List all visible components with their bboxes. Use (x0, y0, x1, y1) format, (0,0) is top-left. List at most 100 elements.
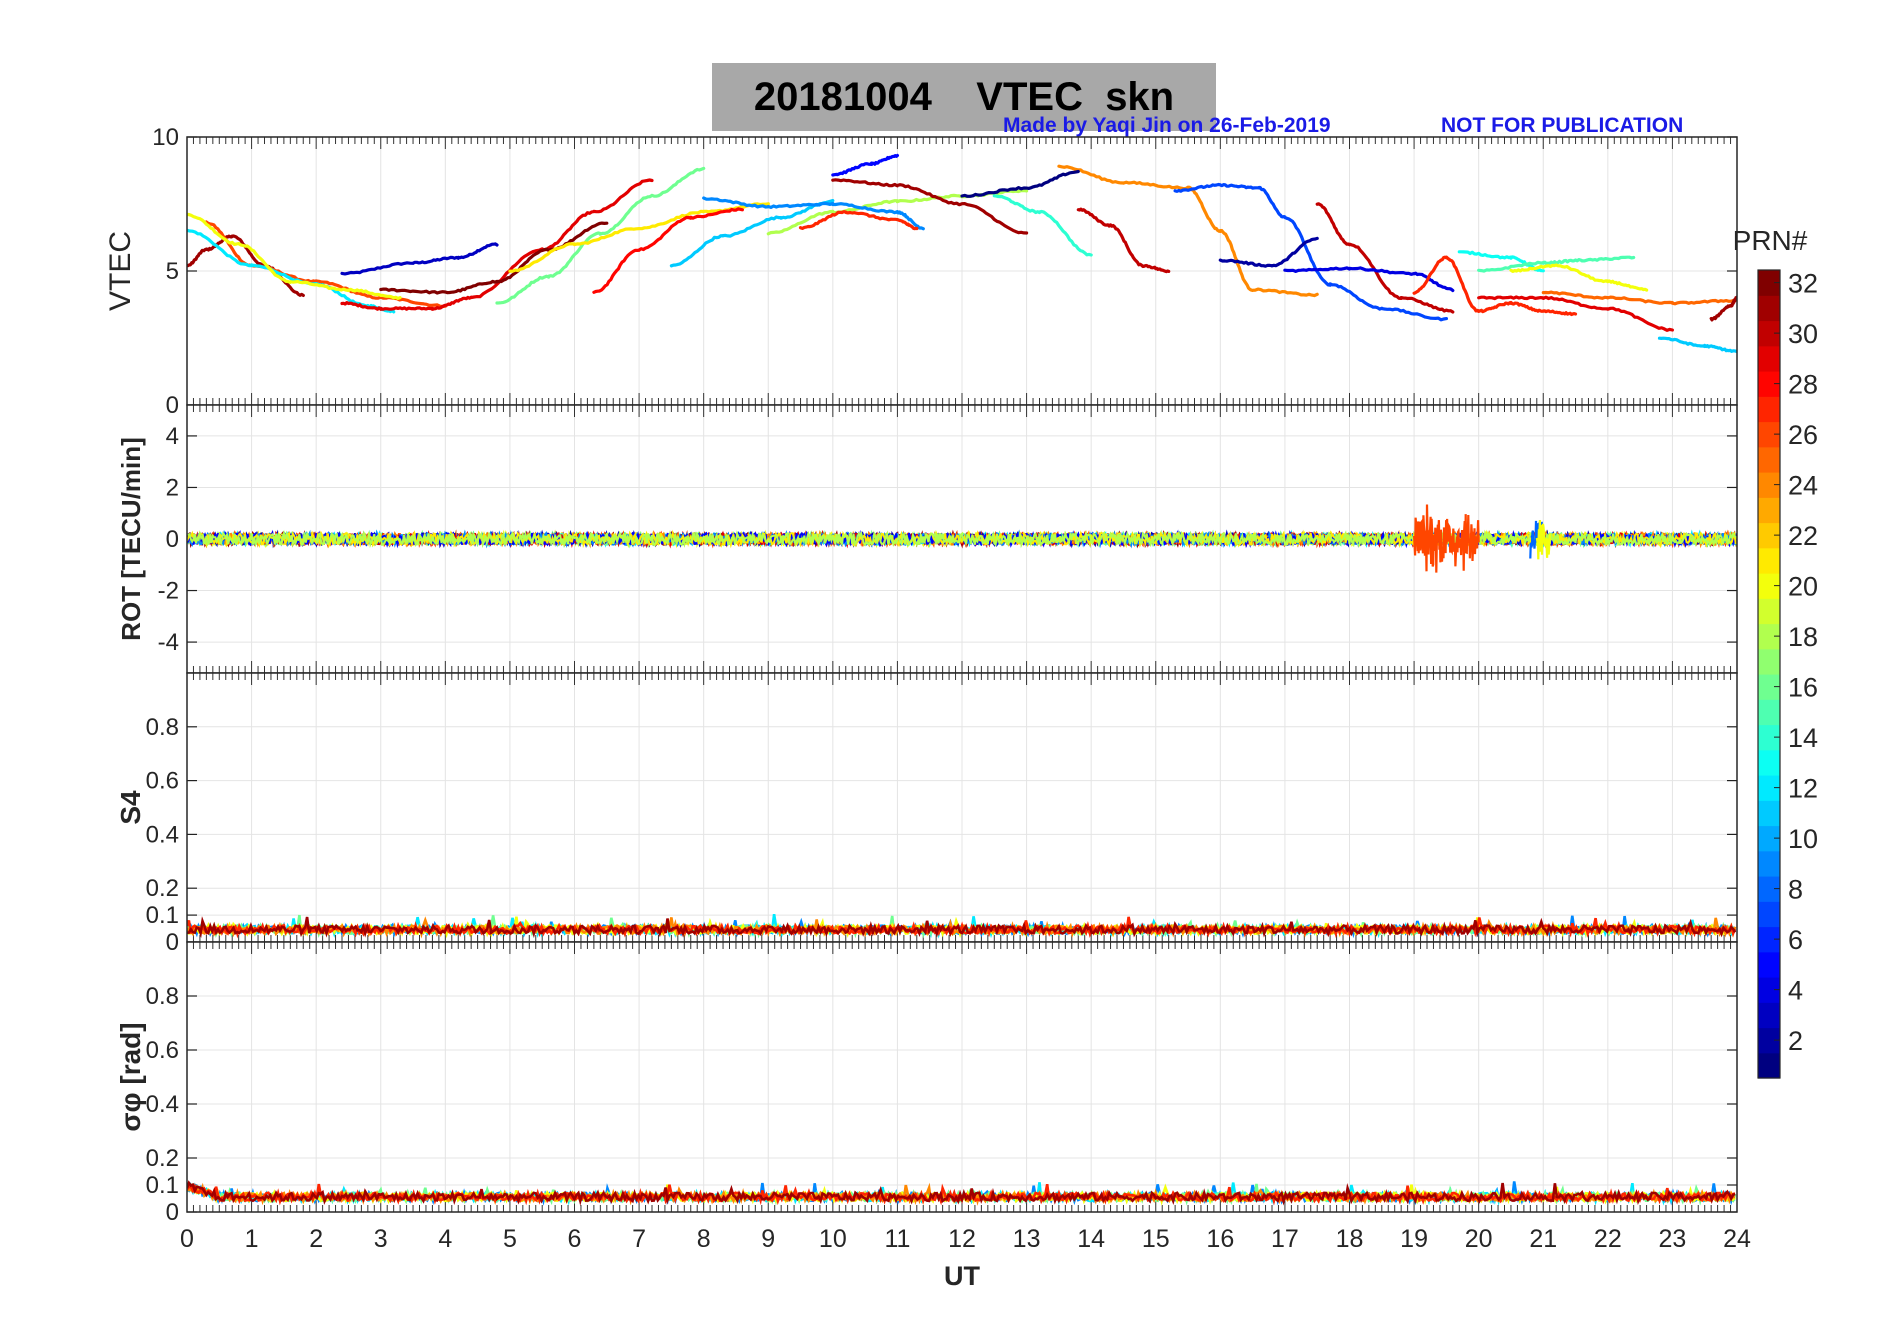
colorbar-swatch-24 (1758, 472, 1780, 498)
colorbar-swatch-2 (1758, 1027, 1780, 1054)
colorbar-swatch-16 (1758, 674, 1780, 700)
vtec-series-prn-7 (1173, 182, 1448, 322)
vtec-series-prn-20 (187, 212, 402, 300)
y-tick-label: 0.2 (146, 875, 179, 902)
panel-3: 00.10.2 0.4 0.6 0.8 S4 (115, 672, 1738, 956)
colorbar-swatch-30 (1758, 320, 1780, 347)
series-group (187, 913, 1737, 939)
vtec-series-prn-13 (1457, 250, 1545, 273)
vtec-series-prn-30 (1076, 207, 1171, 274)
x-tick-label: 12 (948, 1225, 976, 1253)
x-tick-label: 2 (309, 1225, 323, 1253)
y-tick-label: 4 (166, 423, 179, 450)
vtec-series-prn-1 (960, 169, 1080, 198)
colorbar-swatch-19 (1758, 598, 1780, 625)
colorbar-swatch-22 (1758, 522, 1780, 549)
colorbar-swatch-26 (1758, 421, 1780, 448)
colorbar-swatch-20 (1758, 573, 1780, 599)
colorbar-swatch-3 (1758, 1002, 1780, 1029)
y-axis-label: VTEC (104, 231, 137, 311)
colorbar-swatch-8 (1758, 876, 1780, 902)
x-tick-label: 1 (245, 1225, 259, 1253)
y-tick-label: 0.6 (146, 1037, 179, 1064)
x-tick-label: 18 (1336, 1225, 1364, 1253)
x-tick-label: 11 (884, 1225, 910, 1253)
colorbar-swatch-23 (1758, 497, 1780, 524)
x-tick-label: 13 (1013, 1225, 1041, 1253)
x-tick-label: 8 (697, 1225, 711, 1253)
y-tick-label: 5 (166, 258, 179, 285)
colorbar-swatch-21 (1758, 547, 1780, 574)
x-tick-label: 23 (1659, 1225, 1687, 1253)
colorbar-tick-label: 28 (1788, 370, 1818, 400)
vtec-series-prn-2 (1218, 236, 1319, 268)
colorbar-frame (1757, 269, 1781, 1079)
y-axis-label: σφ [rad] (115, 1022, 146, 1131)
watermark-text: NOT FOR PUBLICATION (1441, 114, 1684, 137)
colorbar-tick-label: 8 (1788, 875, 1803, 905)
vtec-series-prn-24 (1057, 164, 1319, 298)
vtec-series-prn-11 (669, 199, 835, 268)
x-tick-label: 7 (632, 1225, 646, 1253)
colorbar-tick-label: 30 (1788, 319, 1818, 349)
colorbar-swatch-25 (1758, 446, 1780, 473)
colorbar-tick-label: 18 (1788, 622, 1818, 652)
x-axis: 0 1 2 3 4 5 6 7 8 9 10 11 12 13 14 15 16 17 18 19 20 21 22 23 24… (180, 1225, 1751, 1291)
colorbar-swatch-5 (1758, 951, 1780, 978)
panel-frame (186, 941, 1738, 1213)
vtec-series-prn-25 (1541, 290, 1737, 306)
x-tick-label: 4 (438, 1225, 452, 1253)
colorbar-swatch-12 (1758, 775, 1780, 801)
vtec-series-prn-14 (992, 194, 1093, 257)
colorbar-tick-label: 24 (1788, 471, 1818, 501)
y-tick-label: 0.6 (146, 768, 179, 795)
vtec-series-prn-27 (1412, 255, 1578, 317)
title-product: VTEC skn (976, 74, 1175, 119)
vtec-series-prn-31 (831, 178, 1029, 235)
y-tick-label: 0.8 (146, 714, 179, 741)
credit-text: Made by Yaqi Jin on 26-Feb-2019 (1003, 114, 1331, 137)
y-tick-label: 0.2 (146, 1145, 179, 1172)
x-tick-label: 20 (1465, 1225, 1493, 1253)
x-tick-label: 0 (180, 1225, 194, 1253)
y-tick-label: -2 (158, 578, 179, 605)
vtec-series-prn-31 (1709, 295, 1737, 322)
colorbar-swatch-6 (1758, 926, 1780, 953)
series-group (187, 1180, 1737, 1206)
colorbar-tick-label: 22 (1788, 521, 1818, 551)
rot-burst-prn-20 (1535, 519, 1551, 560)
series-group (187, 504, 1737, 573)
vtec-series-prn-26 (204, 220, 447, 309)
colorbar-tick-label: 10 (1788, 824, 1818, 854)
vtec-series-prn-29 (1477, 295, 1674, 332)
x-tick-label: 16 (1206, 1225, 1234, 1253)
vtec-series-prn-29 (340, 178, 654, 311)
y-tick-label: -4 (158, 629, 179, 656)
y-tick-label: 0.4 (146, 1091, 179, 1118)
panel-2: -4 -2 0 2 4 ROT [TECU/min] (116, 404, 1738, 674)
y-tick-label: 0.1 (146, 902, 179, 929)
colorbar-tick-label: 14 (1788, 723, 1818, 753)
title-background (712, 63, 1216, 131)
chart-title: 20181004 VTEC skn (712, 66, 1216, 128)
vtec-series-prn-15 (1477, 255, 1636, 273)
vtec-series-prn-27 (798, 210, 919, 231)
colorbar-swatch-14 (1758, 724, 1780, 751)
y-tick-label: 0.8 (146, 983, 179, 1010)
colorbar-swatch-18 (1758, 623, 1780, 650)
colorbar-swatch-31 (1758, 295, 1780, 322)
vtec-series-prn-4 (1283, 266, 1455, 293)
y-axis-label: ROT [TECU/min] (116, 437, 146, 641)
vtec-series-prn-3 (340, 242, 499, 276)
y-tick-label: 0.4 (146, 821, 179, 848)
x-tick-label: 14 (1077, 1225, 1105, 1253)
rot-burst-prn-26 (1413, 504, 1480, 573)
sigma-phi-series-prn-31 (187, 1180, 1736, 1206)
colorbar-tick-label: 26 (1788, 420, 1818, 450)
colorbar-label: PRN# (1733, 225, 1808, 256)
colorbar-tick-label: 2 (1788, 1026, 1803, 1056)
vtec-series-prn-16 (495, 166, 706, 305)
x-tick-label: 6 (568, 1225, 582, 1253)
y-tick-label: 10 (152, 124, 179, 151)
colorbar-tick-label: 32 (1788, 269, 1818, 299)
